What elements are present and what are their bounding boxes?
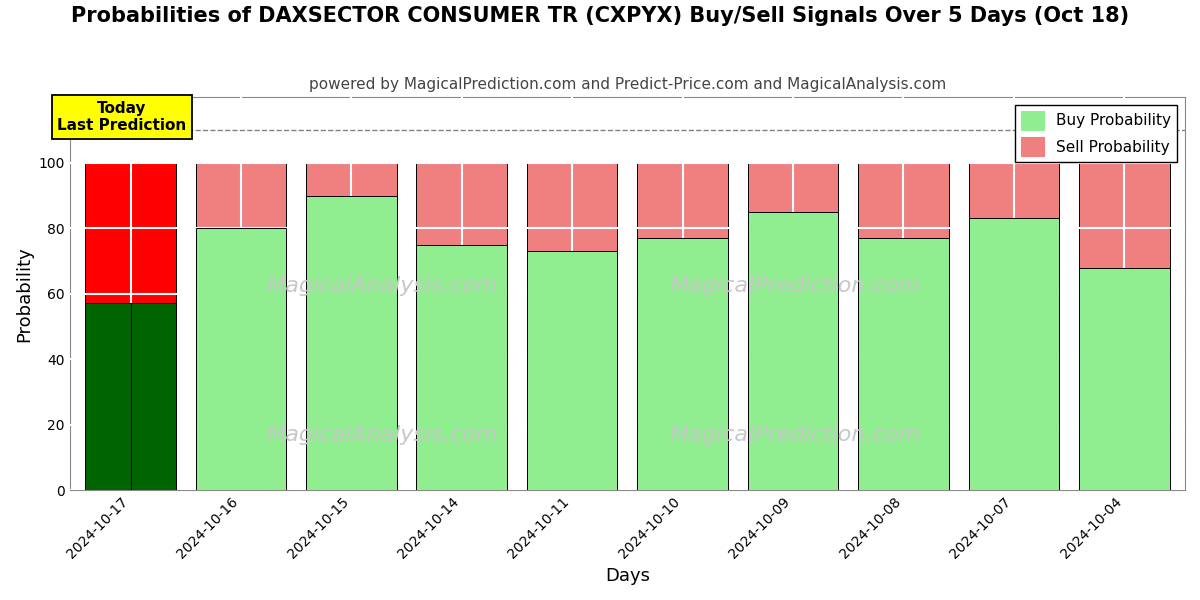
Bar — [416, 163, 508, 490]
Bar — [306, 196, 397, 490]
Bar — [196, 228, 287, 490]
X-axis label: Days: Days — [605, 567, 650, 585]
Bar — [131, 304, 175, 490]
Bar — [637, 238, 728, 490]
Bar — [1079, 163, 1170, 490]
Bar — [858, 238, 949, 490]
Bar — [85, 163, 131, 490]
Bar — [968, 163, 1060, 490]
Bar — [306, 163, 397, 490]
Bar — [748, 163, 839, 490]
Bar — [196, 163, 287, 490]
Bar — [637, 163, 728, 490]
Bar — [968, 218, 1060, 490]
Bar — [527, 163, 618, 490]
Bar — [527, 251, 618, 490]
Bar — [416, 245, 508, 490]
Text: Probabilities of DAXSECTOR CONSUMER TR (CXPYX) Buy/Sell Signals Over 5 Days (Oct: Probabilities of DAXSECTOR CONSUMER TR (… — [71, 6, 1129, 26]
Legend: Buy Probability, Sell Probability: Buy Probability, Sell Probability — [1015, 105, 1177, 162]
Text: MagicalPrediction.com: MagicalPrediction.com — [670, 276, 920, 296]
Bar — [748, 212, 839, 490]
Y-axis label: Probability: Probability — [14, 246, 34, 341]
Text: MagicalAnalysis.com: MagicalAnalysis.com — [266, 425, 498, 445]
Title: powered by MagicalPrediction.com and Predict-Price.com and MagicalAnalysis.com: powered by MagicalPrediction.com and Pre… — [308, 77, 946, 92]
Bar — [85, 304, 131, 490]
Text: Today
Last Prediction: Today Last Prediction — [58, 101, 186, 133]
Text: MagicalAnalysis.com: MagicalAnalysis.com — [266, 276, 498, 296]
Bar — [858, 163, 949, 490]
Bar — [1079, 268, 1170, 490]
Bar — [131, 163, 175, 490]
Text: MagicalPrediction.com: MagicalPrediction.com — [670, 425, 920, 445]
